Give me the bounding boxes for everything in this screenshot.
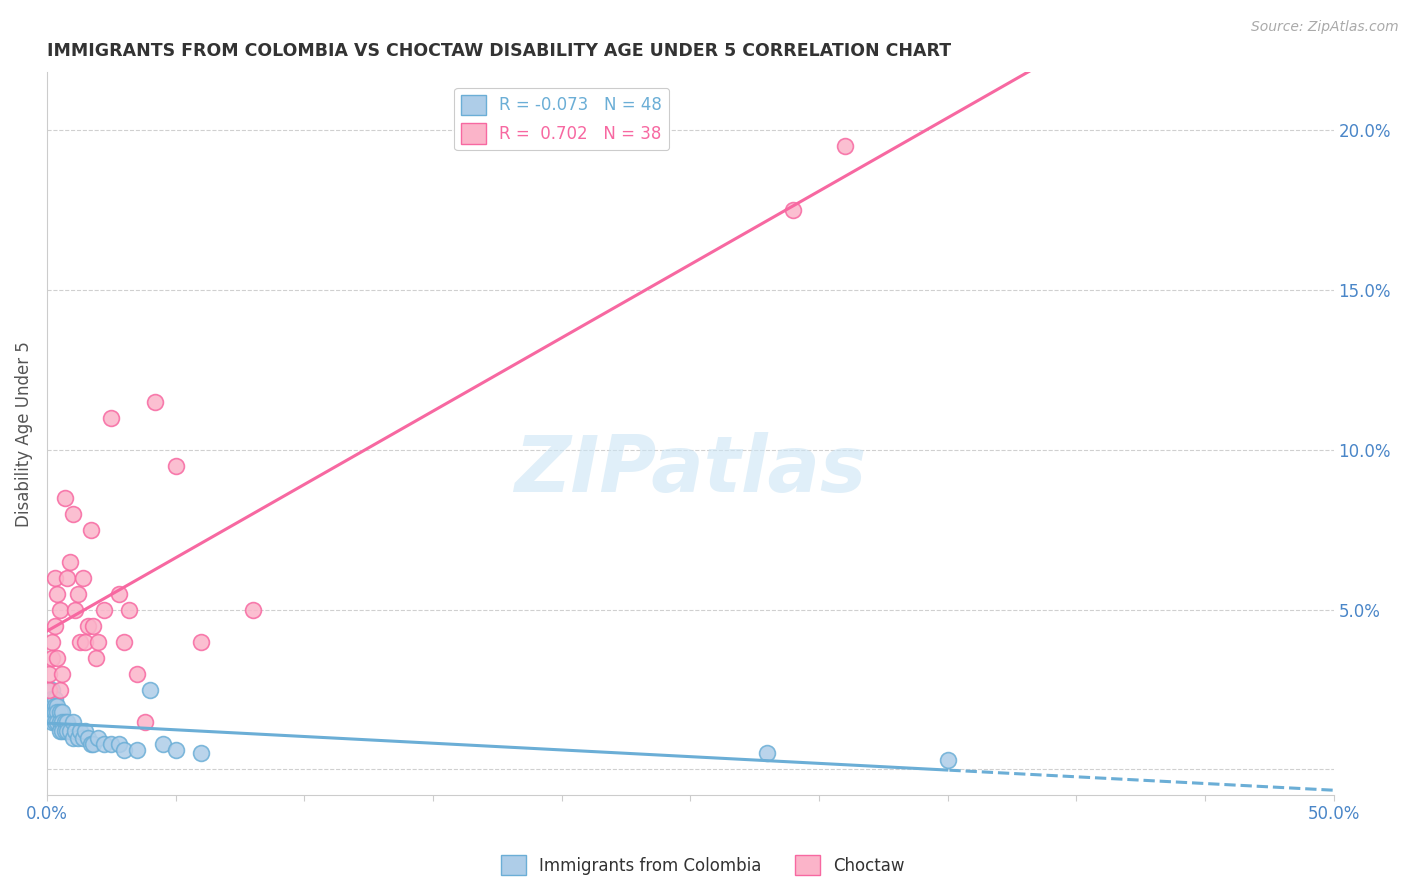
Point bbox=[93, 602, 115, 616]
Point bbox=[41, 650, 63, 665]
Point bbox=[59, 555, 82, 569]
Point bbox=[134, 714, 156, 729]
Point bbox=[41, 682, 63, 697]
Point bbox=[79, 737, 101, 751]
Point bbox=[53, 724, 76, 739]
Point bbox=[112, 634, 135, 648]
Text: IMMIGRANTS FROM COLOMBIA VS CHOCTAW DISABILITY AGE UNDER 5 CORRELATION CHART: IMMIGRANTS FROM COLOMBIA VS CHOCTAW DISA… bbox=[46, 42, 950, 60]
Point bbox=[38, 705, 60, 719]
Point bbox=[190, 747, 212, 761]
Point bbox=[165, 458, 187, 473]
Point bbox=[38, 682, 60, 697]
Point bbox=[84, 650, 107, 665]
Point bbox=[82, 737, 104, 751]
Point bbox=[62, 507, 84, 521]
Point bbox=[69, 634, 91, 648]
Point bbox=[51, 714, 73, 729]
Legend: Immigrants from Colombia, Choctaw: Immigrants from Colombia, Choctaw bbox=[495, 848, 911, 882]
Point bbox=[125, 743, 148, 757]
Point bbox=[139, 682, 162, 697]
Point bbox=[152, 737, 174, 751]
Legend: R = -0.073   N = 48, R =  0.702   N = 38: R = -0.073 N = 48, R = 0.702 N = 38 bbox=[454, 88, 669, 151]
Point bbox=[44, 618, 66, 632]
Point bbox=[44, 714, 66, 729]
Point bbox=[51, 705, 73, 719]
Point bbox=[69, 724, 91, 739]
Point bbox=[62, 714, 84, 729]
Text: ZIPatlas: ZIPatlas bbox=[515, 432, 866, 508]
Point bbox=[66, 586, 89, 600]
Point bbox=[242, 602, 264, 616]
Point bbox=[756, 747, 779, 761]
Point bbox=[46, 698, 69, 713]
Point bbox=[72, 571, 94, 585]
Point bbox=[46, 650, 69, 665]
Point bbox=[41, 692, 63, 706]
Point bbox=[82, 618, 104, 632]
Point bbox=[44, 698, 66, 713]
Point bbox=[56, 714, 79, 729]
Point bbox=[38, 698, 60, 713]
Point bbox=[79, 523, 101, 537]
Point bbox=[63, 724, 86, 739]
Point bbox=[100, 737, 122, 751]
Point bbox=[75, 724, 97, 739]
Point bbox=[41, 705, 63, 719]
Y-axis label: Disability Age Under 5: Disability Age Under 5 bbox=[15, 341, 32, 526]
Point bbox=[46, 714, 69, 729]
Point bbox=[72, 731, 94, 745]
Point bbox=[49, 602, 72, 616]
Point bbox=[51, 724, 73, 739]
Point bbox=[41, 714, 63, 729]
Point bbox=[56, 724, 79, 739]
Point bbox=[87, 634, 110, 648]
Point bbox=[143, 394, 166, 409]
Point bbox=[100, 410, 122, 425]
Point bbox=[125, 666, 148, 681]
Text: Source: ZipAtlas.com: Source: ZipAtlas.com bbox=[1251, 20, 1399, 34]
Point bbox=[59, 724, 82, 739]
Point bbox=[66, 731, 89, 745]
Point bbox=[108, 586, 131, 600]
Point bbox=[782, 202, 804, 217]
Point bbox=[51, 666, 73, 681]
Point bbox=[49, 682, 72, 697]
Point bbox=[77, 731, 100, 745]
Point bbox=[936, 753, 959, 767]
Point bbox=[49, 724, 72, 739]
Point bbox=[165, 743, 187, 757]
Point bbox=[87, 731, 110, 745]
Point bbox=[63, 602, 86, 616]
Point bbox=[44, 571, 66, 585]
Point bbox=[46, 586, 69, 600]
Point bbox=[190, 634, 212, 648]
Point bbox=[62, 731, 84, 745]
Point bbox=[77, 618, 100, 632]
Point bbox=[93, 737, 115, 751]
Point bbox=[38, 666, 60, 681]
Point bbox=[38, 711, 60, 725]
Point bbox=[53, 491, 76, 505]
Point bbox=[44, 692, 66, 706]
Point bbox=[53, 714, 76, 729]
Point bbox=[56, 571, 79, 585]
Point bbox=[46, 705, 69, 719]
Point bbox=[75, 634, 97, 648]
Point bbox=[38, 692, 60, 706]
Point bbox=[49, 714, 72, 729]
Point bbox=[44, 705, 66, 719]
Point bbox=[41, 634, 63, 648]
Point bbox=[112, 743, 135, 757]
Point bbox=[108, 737, 131, 751]
Point bbox=[49, 705, 72, 719]
Point bbox=[834, 139, 856, 153]
Point bbox=[118, 602, 141, 616]
